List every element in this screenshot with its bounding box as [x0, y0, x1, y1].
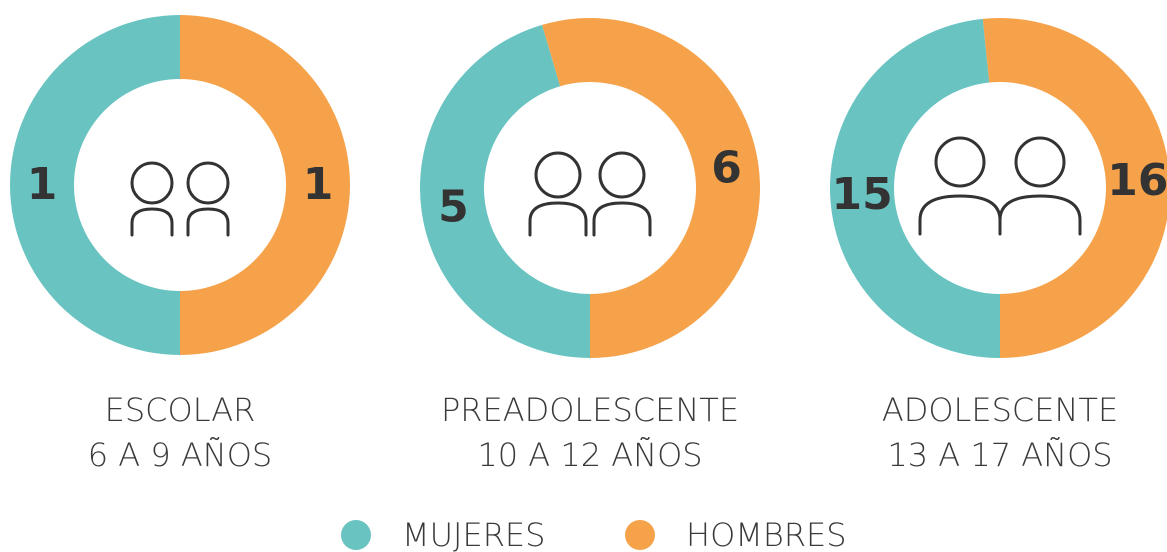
preteens-icon	[528, 151, 652, 237]
chart-subtitle: 6 A 9 AÑOS	[88, 436, 272, 474]
value-label: 6	[711, 142, 742, 193]
chart-title: ADOLESCENTE	[882, 391, 1118, 429]
teens-icon	[918, 136, 1082, 236]
legend-swatch	[625, 520, 655, 550]
value-label: 1	[27, 159, 58, 210]
legend-label: MUJERES	[402, 516, 545, 552]
value-label: 16	[1107, 155, 1167, 206]
donut-segment	[419, 24, 590, 358]
donut-segment	[982, 18, 1167, 358]
chart-subtitle: 13 A 17 AÑOS	[887, 436, 1112, 474]
donut-segment	[10, 15, 180, 355]
legend-label: HOMBRES	[686, 516, 847, 552]
chart-subtitle: 10 A 12 AÑOS	[477, 436, 702, 474]
value-label: 15	[832, 169, 893, 220]
children-icon	[130, 161, 230, 237]
legend-swatch	[341, 520, 371, 550]
donut-segment	[542, 18, 760, 358]
donut-segment	[830, 18, 1000, 358]
value-label: 5	[438, 182, 469, 233]
chart-title: ESCOLAR	[105, 391, 256, 429]
value-label: 1	[303, 159, 334, 210]
chart-title: PREADOLESCENTE	[441, 391, 739, 429]
donut-segment	[180, 15, 350, 355]
icons	[130, 136, 1082, 237]
